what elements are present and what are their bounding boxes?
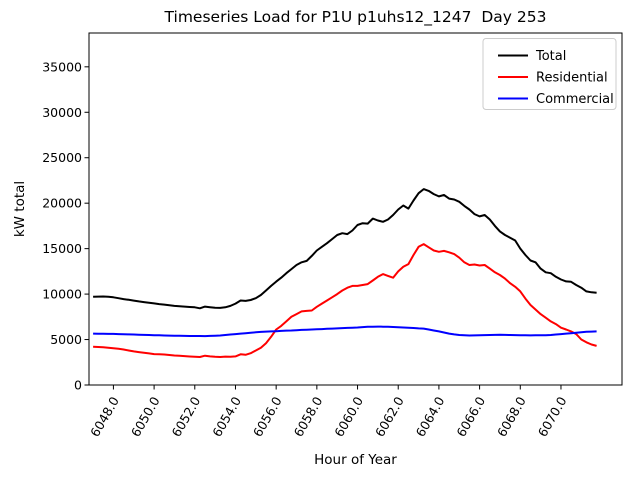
chart-title: Timeseries Load for P1U p1uhs12_1247 Day… <box>164 8 547 27</box>
series-line-residential <box>93 243 597 358</box>
y-tick-label: 5000 <box>50 332 82 347</box>
series-line-total <box>93 188 597 310</box>
x-tick-label: 6056.0 <box>250 394 285 439</box>
y-tick-label: 20000 <box>42 196 82 211</box>
x-tick-label: 6070.0 <box>535 394 570 439</box>
legend-label-commercial: Commercial <box>536 92 614 107</box>
series-line-commercial <box>93 325 597 338</box>
plot-area <box>93 188 597 358</box>
legend-label-residential: Residential <box>536 71 608 86</box>
x-tick-label: 6068.0 <box>494 394 529 439</box>
y-tick-label: 15000 <box>42 241 82 256</box>
y-tick-label: 10000 <box>42 287 82 302</box>
x-tick-label: 6062.0 <box>372 394 407 439</box>
x-tick-label: 6048.0 <box>87 394 122 439</box>
x-tick-label: 6058.0 <box>291 394 326 439</box>
axis-ticks: 6048.0 6050.0 6052.0 6054.0 6056.0 6058.0 6060… <box>42 59 569 439</box>
x-axis-label: Hour of Year <box>314 452 397 468</box>
x-tick-label: 6064.0 <box>413 394 448 439</box>
y-tick-label: 35000 <box>42 59 82 74</box>
axes-frame <box>88 32 623 386</box>
y-tick-label: 30000 <box>42 105 82 120</box>
x-tick-label: 6052.0 <box>169 394 204 439</box>
x-tick-label: 6050.0 <box>128 394 163 439</box>
y-tick-label: 0 <box>74 378 82 393</box>
legend: Total Residential Commercial <box>482 38 617 110</box>
y-tick-label: 25000 <box>42 150 82 165</box>
legend-label-total: Total <box>535 49 566 64</box>
y-axis-label: kW total <box>12 181 28 237</box>
x-tick-label: 6060.0 <box>331 394 366 439</box>
x-tick-label: 6054.0 <box>209 394 244 439</box>
x-tick-label: 6066.0 <box>453 394 488 439</box>
